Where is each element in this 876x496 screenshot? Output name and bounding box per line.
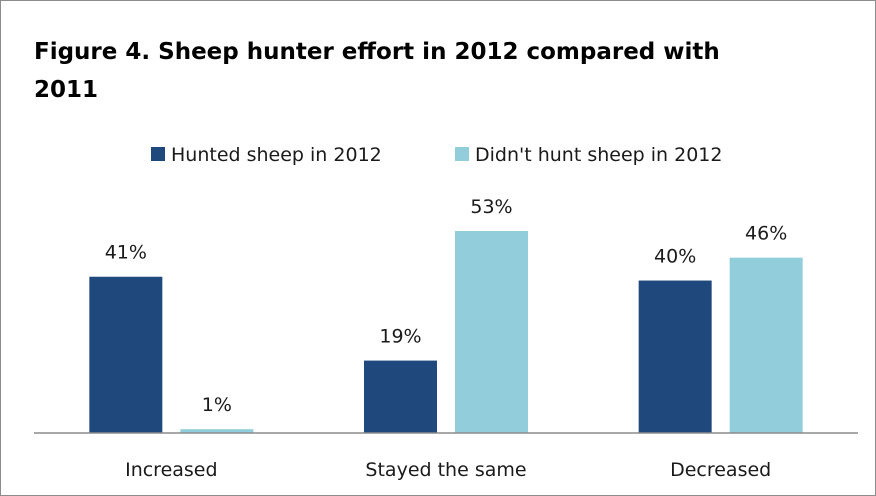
chart-title: Figure 4. Sheep hunter effort in 2012 co… bbox=[34, 39, 720, 103]
data-label: 40% bbox=[654, 246, 696, 268]
bar-2-3 bbox=[729, 257, 803, 433]
legend-swatch bbox=[455, 147, 469, 161]
data-label: 1% bbox=[202, 394, 232, 416]
bar-2-2 bbox=[455, 231, 528, 433]
data-label: 53% bbox=[470, 196, 512, 218]
legend-label: Didn't hunt sheep in 2012 bbox=[475, 144, 722, 166]
category-label: Decreased bbox=[670, 459, 771, 481]
category-labels: Increased Stayed the same Decreased bbox=[125, 459, 771, 481]
bars bbox=[89, 231, 803, 433]
category-label: Increased bbox=[125, 459, 217, 481]
data-label: 46% bbox=[745, 223, 787, 245]
legend: Hunted sheep in 2012 Didn't hunt sheep in… bbox=[151, 144, 722, 166]
legend-label: Hunted sheep in 2012 bbox=[171, 144, 382, 166]
data-labels: 41% 1% 19% 53% 40% 46% bbox=[105, 196, 788, 416]
bar-2-1 bbox=[180, 429, 254, 433]
bar-1-3 bbox=[638, 280, 712, 433]
bar-1-1 bbox=[89, 276, 163, 433]
legend-swatch bbox=[151, 147, 165, 161]
data-label: 19% bbox=[379, 326, 421, 348]
data-label: 41% bbox=[105, 242, 147, 264]
bar-1-2 bbox=[364, 360, 437, 433]
category-label: Stayed the same bbox=[365, 459, 526, 481]
